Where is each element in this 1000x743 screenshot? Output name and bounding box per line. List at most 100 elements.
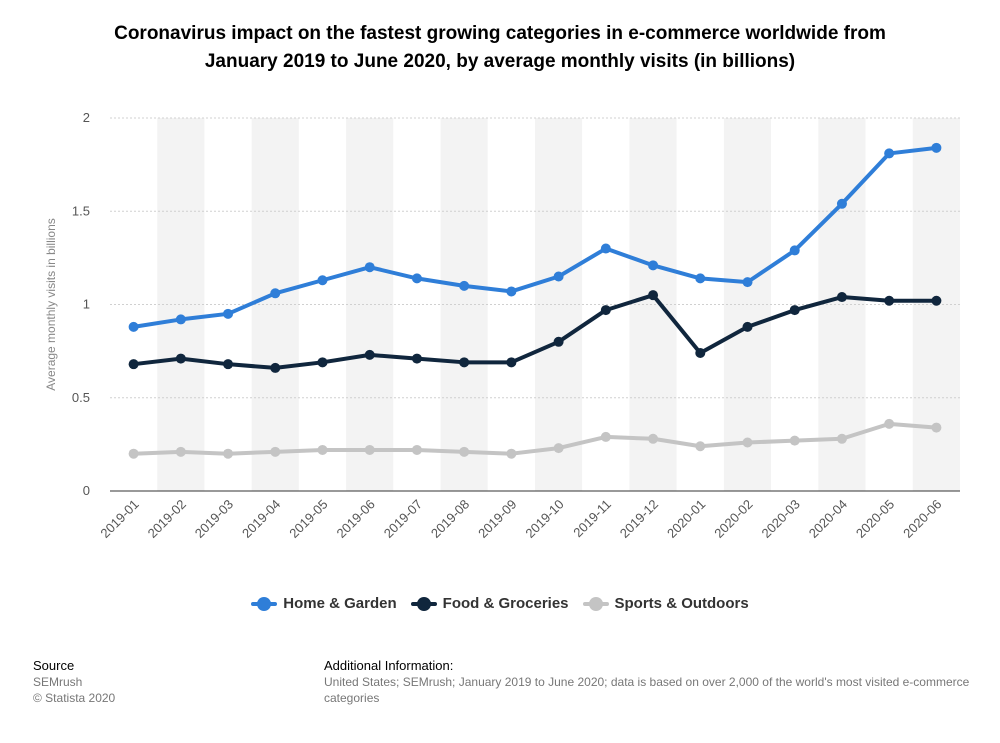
legend: Home & Garden Food & Groceries Sports & Ou… [0, 595, 1000, 615]
data-point [317, 357, 328, 368]
data-point [742, 437, 753, 448]
data-point [506, 357, 517, 368]
x-tick-label: 2020-03 [758, 497, 802, 541]
x-tick-label: 2020-06 [900, 497, 944, 541]
data-point [506, 448, 517, 459]
data-point [459, 280, 470, 291]
data-point [648, 433, 659, 444]
x-tick-label: 2019-02 [145, 497, 189, 541]
data-point [175, 446, 186, 457]
y-tick-label: 0 [83, 483, 90, 498]
chart-title-line-2: January 2019 to June 2020, by average mo… [204, 51, 796, 72]
legend-item[interactable]: Home & Garden [251, 595, 397, 612]
plot-band [676, 118, 724, 491]
plot-band [157, 118, 205, 491]
data-point [364, 444, 375, 455]
data-point [411, 353, 422, 364]
data-point [459, 446, 470, 457]
data-point [506, 286, 517, 297]
data-point [836, 292, 847, 303]
data-point [270, 446, 281, 457]
source-heading: Source [33, 658, 75, 673]
data-point [789, 305, 800, 316]
series-line [131, 293, 939, 370]
legend-label: Home & Garden [283, 595, 397, 612]
data-point [836, 433, 847, 444]
legend-label: Sports & Outdoors [614, 595, 749, 612]
y-tick-label: 1 [83, 297, 90, 312]
series-food-groceries [128, 290, 942, 373]
x-tick-label: 2019-08 [428, 497, 472, 541]
data-point [553, 336, 564, 347]
chart-title: Coronavirus impact on the fastest growin… [0, 20, 1000, 76]
data-point [648, 260, 659, 271]
data-point [931, 422, 942, 433]
data-point [175, 314, 186, 325]
x-tick-label: 2019-11 [570, 497, 614, 541]
data-point [695, 441, 706, 452]
series-line [131, 145, 939, 329]
data-point [459, 357, 470, 368]
x-tick-label: 2019-09 [475, 497, 519, 541]
data-point [317, 275, 328, 286]
x-axis: 2019-01 2019-02 2019-03 2019-04 2019-05 2019-… [97, 490, 960, 541]
data-point [600, 431, 611, 442]
plot-band [346, 118, 394, 491]
x-tick-label: 2020-01 [664, 497, 708, 541]
series-group [128, 142, 942, 459]
data-point [128, 448, 139, 459]
additional-info-heading: Additional Information: [324, 658, 454, 673]
x-tick-label: 2020-04 [806, 497, 850, 541]
x-tick-label: 2020-02 [711, 497, 755, 541]
data-point [789, 435, 800, 446]
additional-info-block: Additional Information: United States; S… [324, 658, 1000, 706]
data-point [695, 347, 706, 358]
x-tick-label: 2019-04 [239, 497, 283, 541]
y-axis: 0 0.5 1 1.5 2 [72, 110, 90, 498]
additional-info-text: United States; SEMrush; January 2019 to … [324, 675, 970, 705]
data-point [553, 443, 564, 454]
data-point [884, 148, 895, 159]
y-tick-label: 1.5 [72, 203, 90, 218]
chart-title-line-1: Coronavirus impact on the fastest growin… [114, 23, 886, 44]
x-tick-label: 2020-05 [853, 497, 897, 541]
data-point [128, 321, 139, 332]
legend-swatch [410, 596, 437, 611]
data-point [695, 273, 706, 284]
data-point [270, 288, 281, 299]
data-point [128, 359, 139, 370]
legend-item[interactable]: Food & Groceries [410, 595, 569, 612]
source-line-1: SEMrush [33, 675, 83, 689]
legend-item[interactable]: Sports & Outdoors [582, 595, 749, 612]
data-point [364, 262, 375, 273]
data-point [884, 418, 895, 429]
data-point [742, 321, 753, 332]
data-point [223, 359, 234, 370]
series-home-garden [128, 142, 942, 332]
x-tick-label: 2019-05 [286, 497, 330, 541]
data-point [411, 444, 422, 455]
data-point [317, 444, 328, 455]
data-point [553, 271, 564, 282]
data-point [931, 295, 942, 306]
data-point [600, 243, 611, 254]
series-line [131, 421, 939, 456]
source-line-2: © Statista 2020 [33, 691, 116, 705]
x-tick-label: 2019-06 [333, 497, 377, 541]
line-chart: 0 0.5 1 1.5 2 Average monthly visits in bill… [44, 110, 960, 541]
data-point [223, 448, 234, 459]
data-point [270, 362, 281, 373]
y-tick-label: 2 [83, 110, 90, 125]
source-block: Source SEMrush © Statista 2020 [33, 658, 115, 706]
x-tick-label: 2019-10 [522, 497, 566, 541]
data-point [931, 142, 942, 153]
data-point [223, 308, 234, 319]
series-sports-outdoors [128, 418, 942, 459]
plot-band [110, 118, 158, 491]
data-point [600, 305, 611, 316]
y-axis-label: Average monthly visits in billions [44, 218, 58, 391]
data-point [648, 290, 659, 301]
plot-band [393, 118, 441, 491]
legend-label: Food & Groceries [442, 595, 569, 612]
plot-band [629, 118, 677, 491]
